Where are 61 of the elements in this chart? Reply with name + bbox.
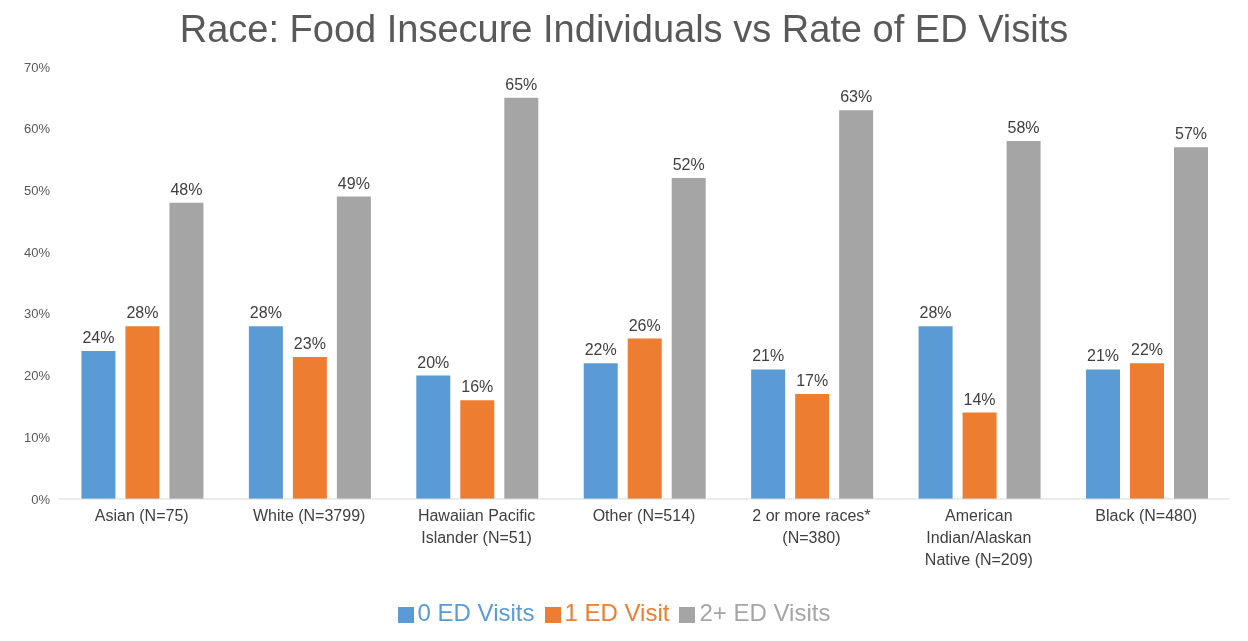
bar [627,338,662,499]
bar [169,202,204,499]
text: 20% [417,353,450,371]
x-tick-label: Other (N=514) [592,507,696,524]
text: 21% [1087,347,1120,365]
y-tick-label: 10% [23,429,51,445]
bar [583,363,618,499]
text: 26% [628,316,661,334]
bar [962,412,997,499]
text: 21% [752,347,785,365]
y-tick-label: 70% [23,59,51,75]
bar [1086,369,1121,499]
x-tick-label: American Indian/Alaskan Native (N=209) [924,507,1033,568]
text: 28% [126,304,159,322]
x-tick-label: 2 or more races* (N=380) [752,507,871,546]
text: 49% [337,174,370,192]
bar [1174,147,1209,499]
text: 63% [840,88,873,106]
y-tick-label: 30% [23,306,51,322]
x-tick-label: Hawaiian Pacific Islander (N=51) [417,507,536,546]
text: 16% [461,378,494,396]
bar [81,350,116,499]
text: 14% [963,390,996,408]
text: 22% [1131,341,1164,359]
bar [125,326,160,499]
text: 28% [919,304,952,322]
x-tick-label: White (N=3799) [252,507,366,524]
text: 28% [249,304,282,322]
text: 48% [170,180,203,198]
x-tick-label: Black (N=480) [1095,507,1198,524]
legend-label: 1 ED Visit [564,599,670,626]
text: 23% [293,335,326,353]
bar [839,110,874,499]
text: 24% [82,328,115,346]
bar [918,326,953,499]
text: 58% [1007,119,1040,137]
bar [292,357,327,499]
text: 52% [672,156,705,174]
bar [504,97,539,499]
bar [1130,363,1165,499]
y-tick-label: 20% [23,368,51,384]
text: 22% [584,341,617,359]
bar [751,369,786,499]
text: 65% [505,75,538,93]
text: 57% [1175,125,1208,143]
x-tick-label: Asian (N=75) [94,507,189,524]
chart-title: Race: Food Insecure Individuals vs Rate of ED Visits [178,8,1070,51]
y-tick-label: 0% [31,491,51,507]
text: 17% [796,372,829,390]
legend-label: 0 ED Visits [417,599,535,626]
y-tick-label: 40% [23,244,51,260]
bar [336,196,371,499]
y-tick-label: 60% [23,121,51,137]
bar [671,178,706,499]
bar [795,394,830,499]
bar [460,400,495,499]
bar [416,375,451,499]
y-tick-label: 50% [23,183,51,199]
bar [248,326,283,499]
legend-label: 2+ ED Visits [699,599,831,626]
bar [1006,141,1041,499]
